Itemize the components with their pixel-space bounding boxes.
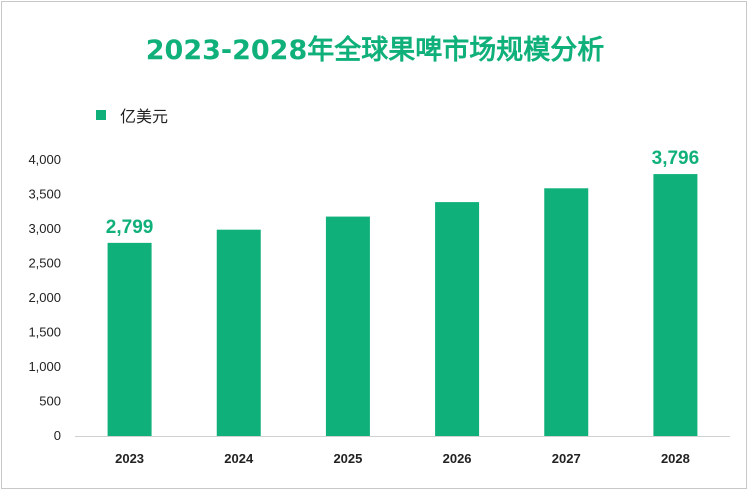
data-label-2028: 3,796 [652,148,700,169]
data-labels: 2,799 3,796 [106,148,699,238]
y-tick-label: 2,500 [28,256,61,271]
y-tick-label: 4,000 [28,152,61,167]
bar-2025 [325,216,370,436]
bar-2026 [435,202,480,436]
y-tick-label: 3,000 [28,221,61,236]
legend-swatch [96,110,106,120]
y-tick-label: 2,000 [28,290,61,305]
bars [107,174,698,437]
x-tick-label: 2027 [552,451,581,466]
y-tick-label: 0 [54,428,61,443]
legend-label: 亿美元 [120,107,169,126]
y-tick-label: 1,000 [28,359,61,374]
y-axis: 0 500 1,000 1,500 2,000 2,500 3,000 3,500 4,000 [28,152,61,443]
chart-title: 2023-2028年全球果啤市场规模分析 [145,35,605,66]
bar-2024 [216,229,261,436]
x-tick-label: 2025 [333,451,362,466]
x-tick-label: 2028 [661,451,690,466]
legend: 亿美元 [96,103,168,127]
y-tick-label: 500 [39,394,61,409]
x-tick-label: 2026 [443,451,472,466]
bar-2023 [107,242,152,436]
data-label-2023: 2,799 [106,217,154,238]
x-tick-label: 2024 [224,451,254,466]
x-axis: 2023 2024 2025 2026 2027 2028 [75,436,730,466]
bar-2027 [544,188,589,436]
x-tick-label: 2023 [115,451,144,466]
bar-2028 [653,174,698,437]
y-tick-label: 3,500 [28,187,61,202]
y-tick-label: 1,500 [28,325,61,340]
